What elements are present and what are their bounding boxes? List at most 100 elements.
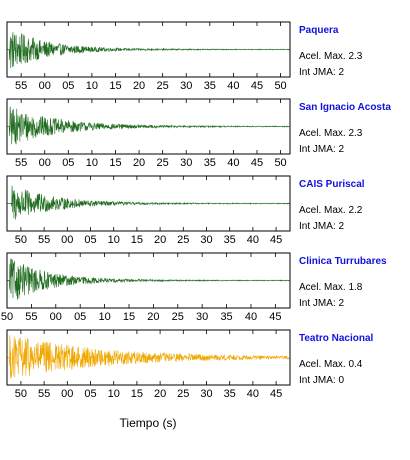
- jma-intensity-label: Int JMA:: [299, 67, 336, 78]
- x-tick-label: 25: [157, 157, 169, 169]
- x-tick-label: 50: [274, 80, 286, 92]
- x-tick-label: 05: [62, 157, 74, 169]
- x-tick-label: 50: [15, 388, 27, 400]
- x-tick-label: 45: [270, 388, 282, 400]
- x-tick-label: 00: [61, 388, 73, 400]
- jma-intensity-value: 2: [338, 144, 344, 155]
- max-acceleration-label: Acel. Max.: [299, 205, 346, 216]
- x-tick-label: 40: [247, 388, 259, 400]
- max-acceleration-value: 0.4: [348, 359, 362, 370]
- jma-intensity: Int JMA: 2: [299, 298, 344, 309]
- x-tick-label: 20: [147, 311, 159, 323]
- station-name: Paquera: [299, 25, 339, 36]
- max-acceleration-value: 2.3: [348, 128, 362, 139]
- waveform-trace: [6, 106, 291, 145]
- x-tick-label: 55: [15, 157, 27, 169]
- station-name: San Ignacio Acosta: [299, 102, 391, 113]
- panel-frame: [6, 252, 291, 309]
- jma-intensity-label: Int JMA:: [299, 144, 336, 155]
- max-acceleration-label: Acel. Max.: [299, 359, 346, 370]
- x-tick-label: 10: [98, 311, 110, 323]
- jma-intensity: Int JMA: 2: [299, 67, 344, 78]
- x-tick-label: 05: [84, 234, 96, 246]
- waveform-panel: 50 55 00 05 10 15 20 25 30 35 40 45 Teatro Nacional A…: [6, 329, 373, 400]
- x-tick-label: 55: [38, 234, 50, 246]
- x-tick-label: 50: [15, 234, 27, 246]
- x-tick-label: 30: [180, 157, 192, 169]
- station-name: Clinica Turrubares: [299, 256, 387, 267]
- x-tick-label: 25: [177, 388, 189, 400]
- x-tick-label: 05: [84, 388, 96, 400]
- x-tick-label: 45: [270, 234, 282, 246]
- x-tick-label: 25: [157, 80, 169, 92]
- jma-intensity-value: 0: [338, 375, 344, 386]
- jma-intensity-label: Int JMA:: [299, 375, 336, 386]
- x-tick-label: 15: [123, 311, 135, 323]
- x-tick-label: 40: [245, 311, 257, 323]
- x-tick-label: 10: [108, 234, 120, 246]
- jma-intensity: Int JMA: 2: [299, 221, 344, 232]
- x-tick-label: 15: [109, 157, 121, 169]
- x-axis-label: Tiempo (s): [120, 416, 177, 430]
- x-tick-label: 15: [109, 80, 121, 92]
- x-tick-label: 20: [133, 157, 145, 169]
- x-tick-label: 45: [251, 80, 263, 92]
- x-tick-label: 00: [50, 311, 62, 323]
- panel-frame: [6, 98, 291, 155]
- x-tick-label: 00: [39, 157, 51, 169]
- max-acceleration: Acel. Max. 2.3: [299, 51, 363, 62]
- x-tick-label: 35: [224, 388, 236, 400]
- x-tick-label: 40: [227, 80, 239, 92]
- waveform-trace: [6, 258, 291, 300]
- x-tick-label: 15: [131, 234, 143, 246]
- panel-frame: [6, 21, 291, 78]
- waveform-trace: [6, 32, 291, 69]
- waveform-panel: 50 55 00 05 10 15 20 25 30 35 40 45 CAIS Puriscal Ace…: [6, 175, 365, 246]
- x-tick-label: 40: [227, 157, 239, 169]
- x-tick-label: 55: [38, 388, 50, 400]
- waveform-trace: [6, 185, 291, 220]
- x-tick-label: 30: [200, 234, 212, 246]
- x-tick-label: 40: [247, 234, 259, 246]
- x-tick-label: 20: [133, 80, 145, 92]
- jma-intensity-value: 2: [338, 67, 344, 78]
- x-tick-label: 05: [62, 80, 74, 92]
- max-acceleration-label: Acel. Max.: [299, 51, 346, 62]
- max-acceleration-value: 1.8: [348, 282, 362, 293]
- jma-intensity-value: 2: [338, 221, 344, 232]
- panel-frame: [6, 175, 291, 232]
- jma-intensity: Int JMA: 2: [299, 144, 344, 155]
- max-acceleration-value: 2.3: [348, 51, 362, 62]
- x-tick-label: 30: [200, 388, 212, 400]
- x-tick-label: 00: [39, 80, 51, 92]
- x-tick-label: 35: [204, 80, 216, 92]
- station-name: Teatro Nacional: [299, 333, 373, 344]
- jma-intensity-value: 2: [338, 298, 344, 309]
- station-name: CAIS Puriscal: [299, 179, 365, 190]
- x-tick-label: 10: [86, 157, 98, 169]
- x-tick-label: 15: [131, 388, 143, 400]
- panel-frame: [6, 329, 291, 386]
- x-tick-label: 25: [172, 311, 184, 323]
- max-acceleration-label: Acel. Max.: [299, 282, 346, 293]
- x-tick-label: 05: [74, 311, 86, 323]
- max-acceleration: Acel. Max. 2.3: [299, 128, 363, 139]
- x-tick-label: 45: [251, 157, 263, 169]
- x-tick-label: 30: [180, 80, 192, 92]
- max-acceleration-value: 2.2: [348, 205, 362, 216]
- x-tick-label: 35: [224, 234, 236, 246]
- max-acceleration-label: Acel. Max.: [299, 128, 346, 139]
- waveform-panel: 55 00 05 10 15 20 25 30 35 40 45 50 Paquera Acel. Max…: [6, 21, 363, 92]
- x-tick-label: 20: [154, 234, 166, 246]
- x-tick-label: 50: [1, 311, 13, 323]
- x-tick-label: 10: [108, 388, 120, 400]
- jma-intensity: Int JMA: 0: [299, 375, 344, 386]
- max-acceleration: Acel. Max. 1.8: [299, 282, 363, 293]
- x-tick-label: 00: [61, 234, 73, 246]
- x-tick-label: 45: [269, 311, 281, 323]
- max-acceleration: Acel. Max. 0.4: [299, 359, 363, 370]
- x-tick-label: 30: [196, 311, 208, 323]
- x-tick-label: 50: [274, 157, 286, 169]
- max-acceleration: Acel. Max. 2.2: [299, 205, 363, 216]
